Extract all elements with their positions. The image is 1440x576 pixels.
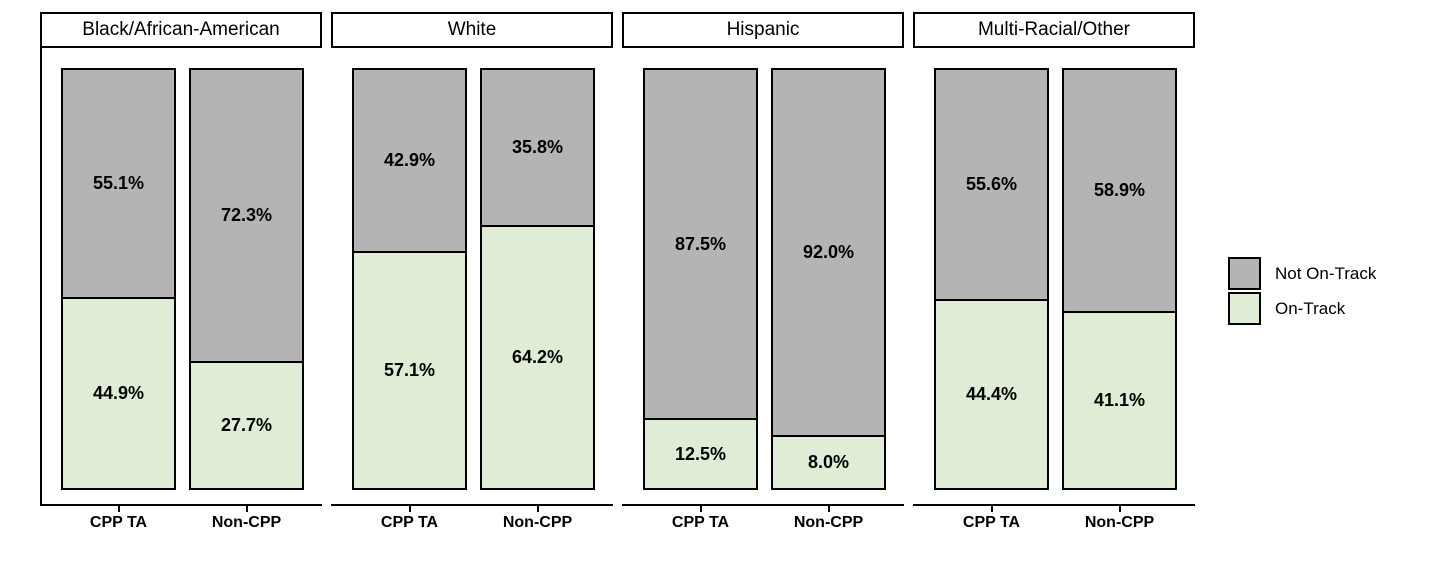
x-axis-label-non-cpp: Non-CPP	[1084, 514, 1155, 531]
segment-value-label: 64.2%	[511, 346, 564, 367]
stacked-bar-cpp-ta: 55.6% 44.4%	[934, 68, 1049, 490]
segment-value-label: 41.1%	[1093, 390, 1146, 411]
legend-label-not-on-track: Not On-Track	[1275, 263, 1377, 283]
facet-plot-panel: 42.9% 57.1% 35.8% 64.2%	[331, 48, 613, 504]
x-axis-label-cpp-ta: CPP TA	[380, 514, 439, 531]
segment-not-on-track: 55.6%	[936, 70, 1047, 301]
segment-value-label: 35.8%	[511, 136, 564, 157]
facet-strip-title: White	[331, 12, 613, 48]
segment-value-label: 55.6%	[965, 173, 1018, 194]
facet-strip-title: Black/African-American	[40, 12, 322, 48]
segment-on-track: 57.1%	[354, 253, 465, 488]
segment-value-label: 72.3%	[220, 205, 273, 226]
facet-plot-panel: 87.5% 12.5% 92.0% 8.0%	[622, 48, 904, 504]
stacked-bar-non-cpp: 72.3% 27.7%	[189, 68, 304, 490]
x-axis-tick	[699, 506, 702, 512]
legend-swatch-not-on-track-icon	[1228, 257, 1261, 290]
stacked-bar-non-cpp: 35.8% 64.2%	[480, 68, 595, 490]
x-axis-tick	[536, 506, 539, 512]
x-axis-line	[331, 504, 613, 506]
segment-value-label: 27.7%	[220, 415, 273, 436]
segment-not-on-track: 55.1%	[63, 70, 174, 300]
segment-on-track: 41.1%	[1064, 313, 1175, 488]
facet-plot-panel: 55.1% 44.9% 72.3% 27.7%	[40, 48, 322, 504]
legend-entry-not-on-track: Not On-Track	[1228, 257, 1376, 290]
facet-white: White 42.9% 57.1% 35.8% 64.2% CPP TA Non-CPP	[331, 0, 613, 576]
facet-strip-title: Hispanic	[622, 12, 904, 48]
segment-not-on-track: 92.0%	[773, 70, 884, 438]
segment-value-label: 58.9%	[1093, 180, 1146, 201]
segment-value-label: 92.0%	[802, 242, 855, 263]
segment-on-track: 44.9%	[63, 299, 174, 488]
segment-not-on-track: 35.8%	[482, 70, 593, 227]
stacked-bar-cpp-ta: 55.1% 44.9%	[61, 68, 176, 490]
facet-plot-panel: 55.6% 44.4% 58.9% 41.1%	[913, 48, 1195, 504]
segment-value-label: 8.0%	[807, 452, 850, 473]
x-axis-label-cpp-ta: CPP TA	[671, 514, 730, 531]
segment-on-track: 64.2%	[482, 226, 593, 488]
stacked-bar-cpp-ta: 87.5% 12.5%	[643, 68, 758, 490]
legend-label-on-track: On-Track	[1275, 298, 1346, 318]
facet-black-african-american: Black/African-American 55.1% 44.9% 72.3% 27.…	[40, 0, 322, 576]
segment-not-on-track: 72.3%	[191, 70, 302, 364]
segment-value-label: 55.1%	[92, 173, 145, 194]
x-axis-tick	[245, 506, 248, 512]
facet-strip-title: Multi-Racial/Other	[913, 12, 1195, 48]
x-axis-line	[622, 504, 904, 506]
segment-not-on-track: 58.9%	[1064, 70, 1175, 314]
facet-hispanic: Hispanic 87.5% 12.5% 92.0% 8.0% CPP TA Non-CPP	[622, 0, 904, 576]
segment-value-label: 44.4%	[965, 383, 1018, 404]
stacked-bar-non-cpp: 92.0% 8.0%	[771, 68, 886, 490]
legend: Not On-Track On-Track	[1228, 257, 1376, 327]
segment-value-label: 57.1%	[383, 360, 436, 381]
x-axis-tick	[990, 506, 993, 512]
x-axis-label-non-cpp: Non-CPP	[211, 514, 282, 531]
x-axis-line	[40, 504, 322, 506]
x-axis-tick	[117, 506, 120, 512]
segment-not-on-track: 87.5%	[645, 70, 756, 421]
x-axis-label-cpp-ta: CPP TA	[962, 514, 1021, 531]
x-axis-tick	[408, 506, 411, 512]
facet-multi-racial-other: Multi-Racial/Other 55.6% 44.4% 58.9% 41.1% CP…	[913, 0, 1195, 576]
segment-value-label: 87.5%	[674, 233, 727, 254]
legend-swatch-on-track-icon	[1228, 292, 1261, 325]
x-axis-label-non-cpp: Non-CPP	[502, 514, 573, 531]
x-axis-tick	[827, 506, 830, 512]
x-axis-line	[913, 504, 1195, 506]
x-axis-label-cpp-ta: CPP TA	[89, 514, 148, 531]
x-axis-tick	[1118, 506, 1121, 512]
legend-entry-on-track: On-Track	[1228, 292, 1376, 325]
segment-value-label: 42.9%	[383, 150, 436, 171]
segment-on-track: 12.5%	[645, 420, 756, 488]
stacked-bar-non-cpp: 58.9% 41.1%	[1062, 68, 1177, 490]
segment-on-track: 8.0%	[773, 437, 884, 488]
stacked-bar-cpp-ta: 42.9% 57.1%	[352, 68, 467, 490]
segment-value-label: 12.5%	[674, 443, 727, 464]
segment-on-track: 44.4%	[936, 300, 1047, 488]
segment-on-track: 27.7%	[191, 363, 302, 488]
segment-value-label: 44.9%	[92, 383, 145, 404]
x-axis-label-non-cpp: Non-CPP	[793, 514, 864, 531]
y-axis-line	[40, 48, 42, 506]
segment-not-on-track: 42.9%	[354, 70, 465, 254]
